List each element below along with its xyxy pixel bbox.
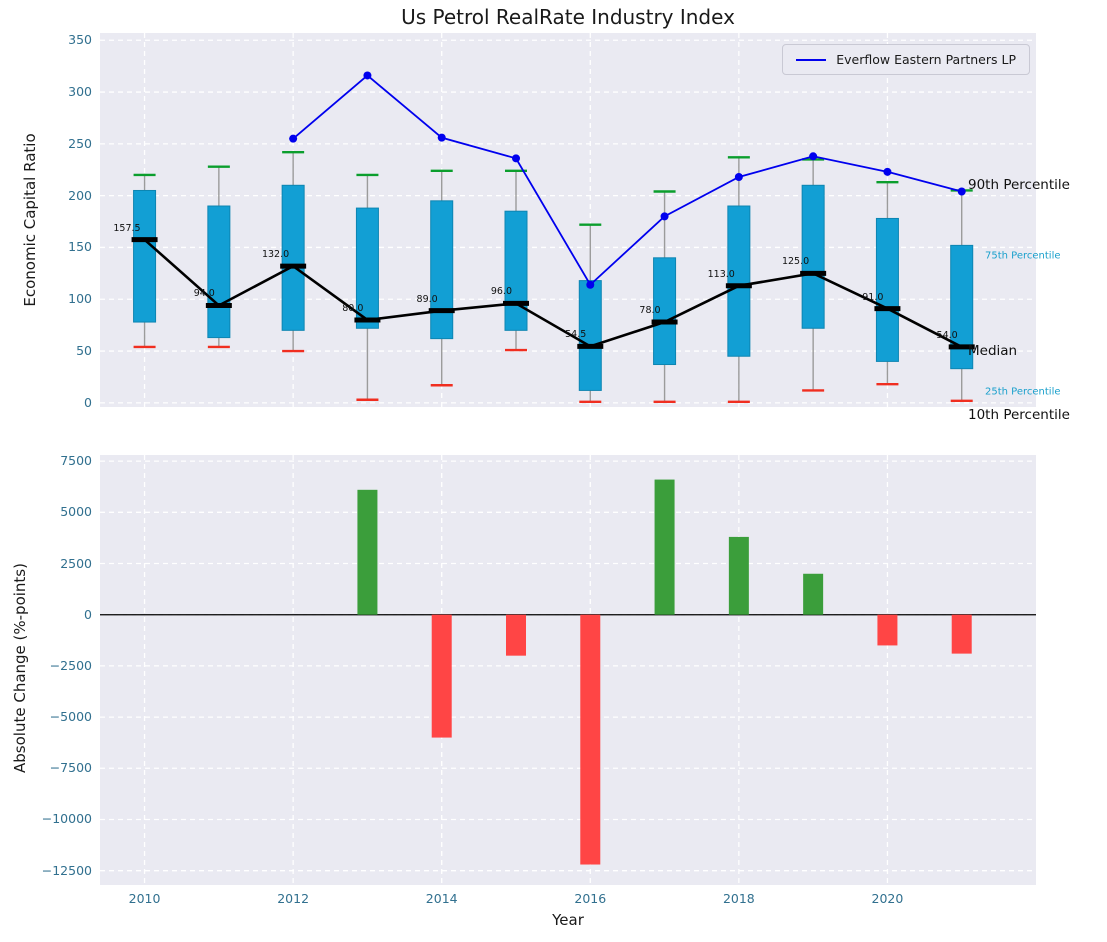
bottom-y-tick-label: −12500: [41, 862, 92, 878]
company-marker: [809, 152, 818, 161]
top-y-tick-label: 200: [68, 187, 92, 203]
bottom-y-tick-label: 7500: [60, 453, 92, 469]
percentile-annotation: 10th Percentile: [968, 407, 1070, 424]
bottom-y-tick-label: −5000: [49, 709, 92, 725]
median-value-label: 157.5: [113, 222, 141, 234]
company-marker: [512, 154, 520, 163]
median-value-label: 54.0: [936, 329, 958, 341]
bottom-y-tick-label: 0: [84, 606, 92, 622]
change-bar-negative: [580, 614, 601, 865]
top-y-axis-label: Economic Capital Ratio: [21, 133, 39, 307]
top-y-tick-label: 50: [76, 343, 92, 359]
top-y-tick-label: 0: [84, 394, 92, 410]
percentile-annotation: Median: [968, 343, 1018, 360]
x-tick-label: 2018: [722, 891, 755, 906]
median-line: [143, 238, 963, 349]
company-marker: [660, 212, 669, 221]
x-tick-label: 2014: [425, 891, 458, 906]
median-value-label: 89.0: [416, 293, 438, 305]
box-iqr: [578, 280, 602, 391]
company-marker: [363, 71, 372, 80]
median-value-label: 113.0: [707, 268, 735, 280]
median-value-label: 54.5: [565, 329, 587, 341]
top-y-tick-label: 250: [68, 135, 92, 151]
x-tick-label: 2012: [277, 891, 310, 906]
x-axis-label: Year: [552, 911, 584, 929]
company-marker: [957, 187, 966, 196]
company-marker: [437, 133, 446, 142]
bottom-plot-background: [100, 455, 1036, 885]
bottom-y-axis-label: Absolute Change (%-points): [11, 563, 29, 773]
median-value-label: 80.0: [342, 302, 364, 314]
box-iqr: [355, 207, 379, 329]
change-bar-positive: [728, 536, 749, 615]
box-iqr: [801, 184, 825, 329]
box-iqr: [727, 205, 751, 357]
legend: Everflow Eastern Partners LP: [782, 44, 1030, 75]
company-marker: [734, 173, 743, 182]
box-iqr: [281, 184, 305, 331]
bottom-y-tick-label: −10000: [41, 811, 92, 827]
legend-line-sample: [796, 58, 827, 61]
bottom-y-tick-label: 5000: [60, 504, 92, 520]
top-y-tick-label: 100: [68, 291, 92, 307]
box-iqr: [504, 210, 528, 331]
company-marker: [883, 167, 892, 176]
top-y-tick-label: 150: [68, 239, 92, 255]
change-bar-positive: [654, 479, 675, 615]
change-bar-negative: [506, 614, 526, 656]
box-iqr: [875, 217, 899, 362]
median-value-label: 125.0: [781, 256, 810, 268]
percentile-annotation: 25th Percentile: [985, 386, 1061, 398]
box-iqr: [207, 205, 231, 339]
change-bar-negative: [877, 614, 898, 646]
top-y-tick-label: 350: [68, 32, 92, 48]
median-value-label: 132.0: [261, 249, 290, 261]
percentile-annotation: 90th Percentile: [968, 177, 1070, 194]
change-bar-positive: [357, 489, 378, 615]
bottom-y-tick-label: 2500: [60, 555, 92, 571]
percentile-annotation: 75th Percentile: [985, 250, 1061, 262]
company-marker: [289, 134, 298, 143]
box-iqr: [133, 189, 157, 323]
median-value-label: 96.0: [490, 286, 512, 298]
bottom-y-tick-label: −2500: [49, 657, 92, 673]
top-y-tick-label: 300: [68, 84, 92, 100]
x-tick-label: 2020: [871, 891, 904, 906]
chart-title: Us Petrol RealRate Industry Index: [401, 5, 735, 29]
company-line: [292, 74, 962, 287]
median-value-label: 94.0: [193, 288, 215, 300]
bottom-y-tick-label: −7500: [49, 760, 92, 776]
box-iqr: [653, 257, 677, 366]
change-bar-negative: [431, 614, 452, 738]
x-tick-label: 2016: [574, 891, 607, 906]
legend-label: Everflow Eastern Partners LP: [836, 52, 1016, 67]
box-iqr: [950, 244, 974, 370]
box-iqr: [430, 200, 454, 340]
median-value-label: 78.0: [639, 305, 661, 317]
company-marker: [586, 280, 595, 289]
x-tick-label: 2010: [128, 891, 161, 906]
median-value-label: 91.0: [862, 291, 884, 303]
change-bar-positive: [803, 573, 824, 615]
change-bar-negative: [951, 614, 972, 654]
